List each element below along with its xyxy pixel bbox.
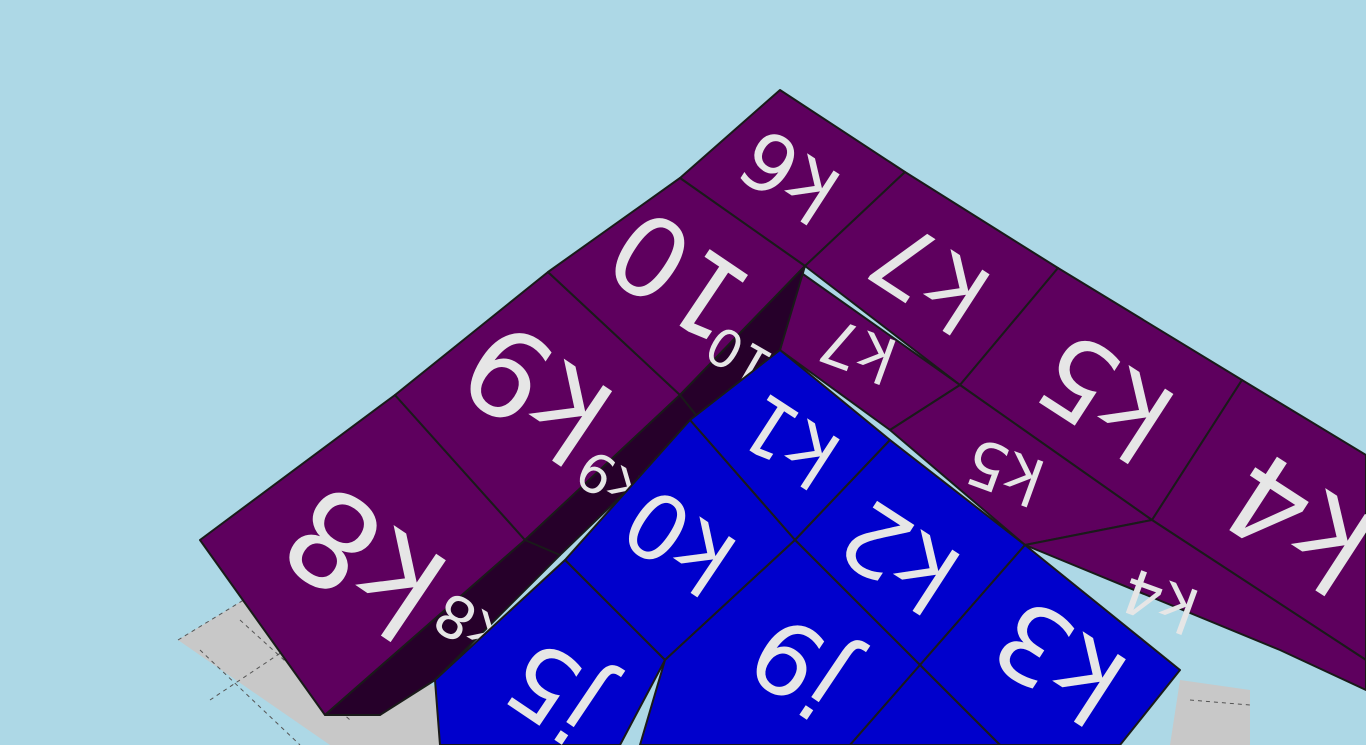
tile-k8[interactable]: k8	[199, 394, 526, 716]
tile-j5[interactable]: j5	[434, 559, 666, 745]
tile-k0[interactable]: k0	[564, 419, 796, 661]
tile-k6[interactable]: k6	[679, 89, 906, 267]
tile-partial-bottom[interactable]	[849, 664, 1001, 745]
tile-j9[interactable]: j9	[639, 539, 921, 745]
